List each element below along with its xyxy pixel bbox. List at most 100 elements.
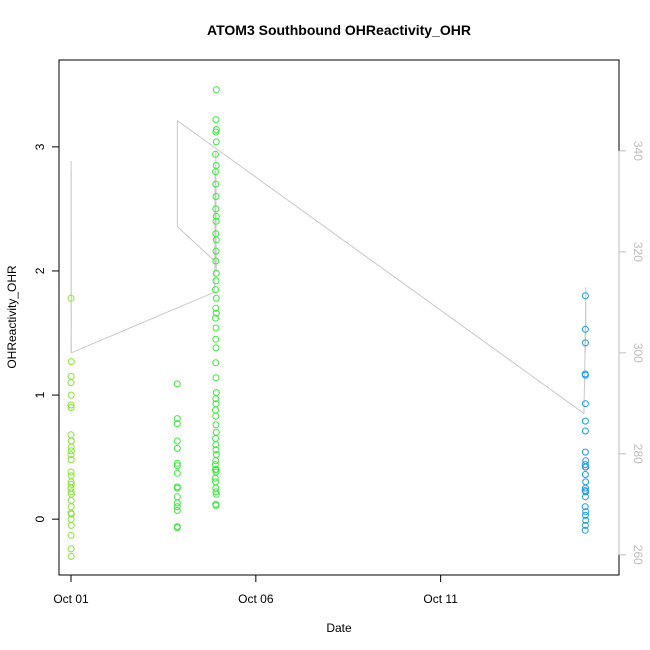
data-point [212,193,220,200]
data-point [581,371,589,379]
data-point [212,457,220,465]
data-point [211,474,219,482]
y2-tick-label: 260 [631,545,645,565]
y-tick-label: 1 [33,391,47,398]
data-point [212,236,220,244]
data-point [212,335,220,343]
x-axis: Oct 01 Oct 06 Oct 11 [53,574,458,606]
data-point [212,304,220,312]
data-point [581,503,589,511]
data-point [212,490,220,498]
data-point [67,521,75,529]
data-point [173,420,181,428]
y-axis-label: OHReactivity_OHR [5,265,19,369]
x-tick-label: Oct 11 [423,592,458,606]
data-point [173,503,181,511]
data-point [67,294,75,302]
data-point [173,459,181,467]
data-point [581,292,589,300]
y2-tick-label: 340 [631,141,645,161]
data-point [212,180,220,188]
data-point [173,437,181,445]
data-point [212,277,220,285]
data-point [212,286,219,294]
data-point [212,324,220,332]
data-point [212,359,220,367]
data-point [67,447,75,455]
y-tick-label: 3 [33,143,47,150]
x-tick-label: Oct 06 [238,592,274,606]
data-point [67,401,75,409]
data-point [581,448,589,456]
data-point [212,247,220,255]
data-point [212,150,219,158]
data-point [67,488,75,496]
data-point [212,257,220,265]
x-tick-label: Oct 01 [53,592,89,606]
data-point [212,488,220,496]
data-point [212,269,220,277]
data-point [212,205,220,213]
data-point [173,444,181,452]
y2-tick-label: 300 [631,343,645,363]
data-point [67,404,75,411]
data-point [67,510,75,518]
chart-title: ATOM3 Southbound OHReactivity_OHR [207,22,471,38]
data-point [67,456,75,464]
data-point [212,309,220,317]
data-point [582,508,590,516]
data-point [173,507,181,514]
data-point [581,526,589,534]
y-axis: 0 1 2 3 [33,143,60,523]
data-point [211,461,219,469]
data-point [173,469,181,477]
data-point [67,531,75,539]
data-point [212,421,220,429]
data-point [173,380,181,388]
data-point [581,493,589,501]
data-point [212,86,220,94]
data-point [212,446,220,454]
data-point [212,128,220,136]
data-point [581,325,589,333]
data-point [67,391,75,399]
data-point [173,484,181,492]
x-axis-label: Date [326,621,352,635]
data-point [212,314,219,322]
data-point [67,552,75,560]
data-point [581,471,589,478]
data-point [173,462,181,470]
y2-tick-label: 280 [631,444,645,464]
data-point [212,212,220,220]
data-point [581,427,589,435]
data-point [581,400,589,408]
data-point [581,417,589,425]
data-point [212,138,220,146]
data-point [212,502,220,509]
data-point [212,395,220,403]
data-point [212,466,220,473]
y2-axis: 260 280 300 320 340 [618,141,645,565]
data-point [67,451,75,459]
data-point [67,379,75,387]
data-point [212,344,220,352]
data-point [173,415,181,423]
y-tick-label: 0 [33,516,47,523]
points-layer [67,86,590,560]
data-point [582,488,590,496]
data-point [67,480,75,488]
data-point [212,441,220,449]
data-point [173,499,181,507]
data-point [581,521,589,529]
data-point [212,412,220,420]
data-point [582,463,590,471]
data-point [212,168,219,176]
data-point [67,545,75,553]
y2-tick-label: 320 [631,242,645,262]
data-point [212,374,220,382]
data-point [212,116,220,124]
data-point [212,217,220,225]
data-point [173,524,181,532]
